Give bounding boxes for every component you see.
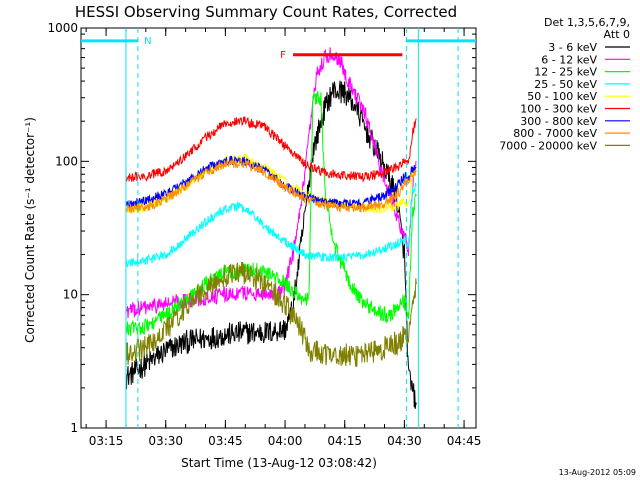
x-tick-label: 04:45 — [447, 434, 482, 448]
legend-entry: 6 - 12 keV — [541, 53, 597, 66]
y-tick-label: 1000 — [47, 21, 78, 35]
flag-layer: NF — [81, 28, 476, 428]
flag-label: F — [280, 50, 286, 61]
tick-labels: 1 10 100 1000 03:15 03:30 03:45 04:00 04:15 04:30… — [47, 21, 481, 448]
legend-entry: 800 - 7000 keV — [513, 127, 597, 140]
footer-timestamp: 13-Aug-2012 05:09 — [559, 468, 636, 477]
legend-header: Att 0 — [604, 28, 630, 41]
flag-label: N — [144, 36, 151, 47]
legend-entry: 100 - 300 keV — [520, 103, 597, 116]
plot-frame — [80, 27, 477, 429]
legend-entry: 7000 - 20000 keV — [499, 139, 597, 152]
y-tick-label: 10 — [63, 288, 78, 302]
series-line — [125, 116, 417, 183]
legend-entry: 25 - 50 keV — [534, 78, 597, 91]
series-line — [125, 182, 417, 268]
x-tick-label: 04:15 — [327, 434, 362, 448]
series-line — [125, 155, 417, 209]
x-tick-label: 04:30 — [387, 434, 422, 448]
chart-title: HESSI Observing Summary Count Rates, Cor… — [75, 3, 457, 21]
series-layer — [125, 47, 417, 409]
x-tick-label: 03:45 — [208, 434, 243, 448]
legend-entry: 50 - 100 keV — [527, 90, 597, 103]
series-line — [125, 90, 417, 337]
y-tick-label: 1 — [70, 421, 78, 435]
x-tick-label: 04:00 — [268, 434, 303, 448]
legend-entry: 12 - 25 keV — [534, 66, 597, 79]
series-line — [125, 158, 417, 215]
x-tick-label: 03:15 — [89, 434, 124, 448]
series-line — [125, 80, 417, 409]
series-line — [125, 261, 417, 367]
y-axis-label: Corrected Count Rate (s⁻¹ detector⁻¹) — [23, 117, 37, 343]
series-line — [125, 47, 417, 319]
legend-header: Det 1,3,5,6,7,9, — [544, 16, 630, 29]
axes-frame — [80, 27, 477, 429]
x-tick-label: 03:30 — [148, 434, 183, 448]
y-tick-label: 100 — [55, 154, 78, 168]
legend-entry: 3 - 6 keV — [548, 41, 597, 54]
legend-entry: 300 - 800 keV — [520, 115, 597, 128]
x-axis-label: Start Time (13-Aug-12 03:08:42) — [181, 456, 377, 470]
